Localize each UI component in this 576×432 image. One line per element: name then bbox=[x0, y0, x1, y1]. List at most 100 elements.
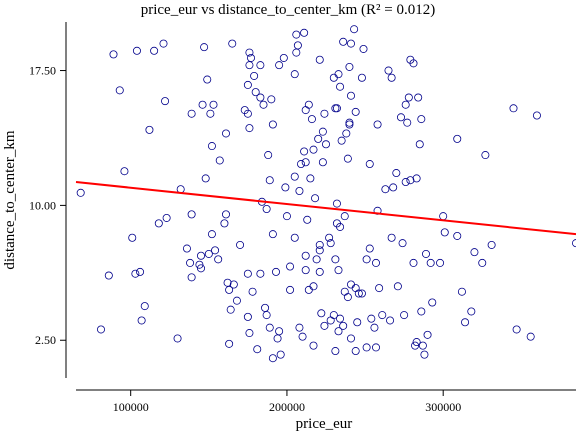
data-point bbox=[371, 258, 380, 267]
data-point bbox=[315, 267, 324, 276]
data-point bbox=[243, 312, 252, 321]
data-point bbox=[279, 53, 288, 62]
y-tick-label: 10.00 bbox=[29, 198, 56, 212]
data-point bbox=[162, 213, 171, 222]
data-point bbox=[203, 75, 212, 84]
data-point bbox=[140, 302, 149, 311]
data-point bbox=[439, 212, 448, 221]
data-point bbox=[326, 239, 335, 248]
data-point bbox=[351, 284, 360, 293]
data-point bbox=[137, 316, 146, 325]
data-point bbox=[398, 239, 407, 248]
data-point bbox=[351, 107, 360, 116]
data-point bbox=[359, 44, 368, 53]
data-point bbox=[321, 140, 330, 149]
data-point bbox=[345, 120, 354, 129]
data-point bbox=[353, 318, 362, 327]
data-point bbox=[436, 258, 445, 267]
data-point bbox=[309, 341, 318, 350]
data-point bbox=[300, 28, 309, 37]
data-point bbox=[264, 151, 273, 160]
data-point bbox=[196, 251, 205, 260]
data-point bbox=[245, 329, 254, 338]
data-point bbox=[256, 269, 265, 278]
data-point bbox=[256, 61, 265, 70]
data-point bbox=[315, 246, 324, 255]
data-point bbox=[195, 260, 204, 269]
data-point bbox=[187, 109, 196, 118]
data-point bbox=[221, 210, 230, 219]
data-point bbox=[301, 266, 310, 275]
data-point bbox=[334, 70, 343, 79]
data-point bbox=[221, 129, 230, 138]
data-point bbox=[300, 147, 309, 156]
data-point bbox=[131, 269, 140, 278]
data-point bbox=[354, 289, 363, 298]
data-point bbox=[343, 293, 352, 302]
x-axis-label: price_eur bbox=[296, 416, 353, 432]
data-point bbox=[303, 215, 312, 224]
data-point bbox=[276, 350, 285, 359]
data-point bbox=[290, 172, 299, 181]
data-point bbox=[331, 347, 340, 356]
data-point bbox=[286, 285, 295, 294]
data-point bbox=[440, 228, 449, 237]
data-point bbox=[136, 267, 145, 276]
data-point bbox=[409, 59, 418, 68]
data-point bbox=[467, 307, 476, 316]
data-point bbox=[572, 239, 576, 248]
data-point bbox=[315, 240, 324, 249]
data-point bbox=[286, 262, 295, 271]
data-point bbox=[261, 303, 270, 312]
data-point bbox=[331, 255, 340, 264]
data-point bbox=[329, 311, 338, 320]
data-point bbox=[196, 264, 205, 273]
data-point bbox=[315, 55, 324, 64]
data-point bbox=[365, 244, 374, 253]
data-point bbox=[423, 330, 432, 339]
data-point bbox=[268, 354, 277, 363]
data-point bbox=[209, 100, 218, 109]
data-point bbox=[204, 249, 213, 258]
data-point bbox=[271, 267, 280, 276]
data-point bbox=[509, 104, 518, 113]
data-point bbox=[186, 258, 195, 267]
y-tick-label: 17.50 bbox=[29, 64, 56, 78]
data-point bbox=[304, 100, 313, 109]
data-point bbox=[187, 210, 196, 219]
data-point bbox=[295, 187, 304, 196]
data-point bbox=[401, 178, 410, 187]
data-point bbox=[228, 39, 237, 48]
data-point bbox=[309, 282, 318, 291]
data-point bbox=[292, 48, 301, 57]
data-point bbox=[211, 246, 220, 255]
data-point bbox=[378, 311, 387, 320]
data-point bbox=[262, 204, 271, 213]
data-point bbox=[251, 88, 260, 97]
data-point bbox=[403, 118, 412, 127]
data-point bbox=[226, 305, 235, 314]
data-point bbox=[150, 46, 159, 55]
data-point bbox=[457, 287, 466, 296]
data-point bbox=[312, 255, 321, 264]
data-point bbox=[267, 95, 276, 104]
data-point bbox=[245, 48, 254, 57]
data-point bbox=[339, 37, 348, 46]
data-point bbox=[293, 41, 302, 50]
data-points bbox=[76, 25, 576, 363]
data-point bbox=[159, 39, 168, 48]
data-point bbox=[384, 66, 393, 75]
data-point bbox=[207, 230, 216, 239]
data-point bbox=[371, 343, 380, 352]
data-point bbox=[301, 251, 310, 260]
data-point bbox=[414, 93, 423, 102]
data-point bbox=[290, 70, 299, 79]
data-point bbox=[104, 271, 113, 280]
data-point bbox=[342, 129, 351, 138]
data-point bbox=[281, 183, 290, 192]
regression-line bbox=[75, 181, 576, 236]
data-point bbox=[346, 280, 355, 289]
data-point bbox=[215, 156, 224, 165]
data-point bbox=[298, 332, 307, 341]
data-point bbox=[265, 323, 274, 332]
